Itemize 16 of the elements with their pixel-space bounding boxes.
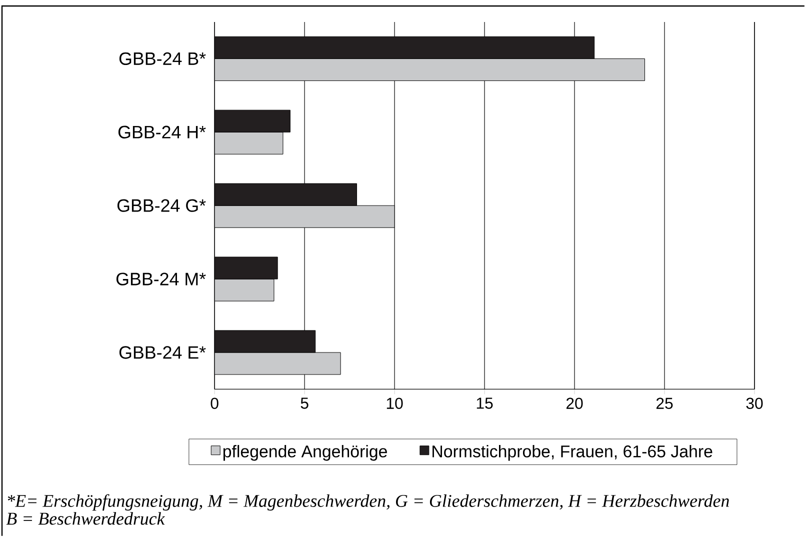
y-tick-label: GBB-24 B* xyxy=(119,52,206,66)
y-tick-label: GBB-24 G* xyxy=(117,199,206,212)
legend-label: pflegende Angehörige xyxy=(223,445,387,461)
x-tick-label: 10 xyxy=(386,398,403,410)
x-tick-label: 25 xyxy=(656,398,673,410)
text: B = Beschwerdedruck xyxy=(6,512,165,526)
x-tick-label: 20 xyxy=(566,398,583,410)
x-tick-label: 15 xyxy=(476,398,493,410)
x-tick-label: 30 xyxy=(746,398,763,410)
y-tick-label: GBB-24 E* xyxy=(119,346,206,360)
y-tick-label: GBB-24 H* xyxy=(118,126,206,139)
x-tick-label: 0 xyxy=(210,398,218,410)
x-tick-label: 5 xyxy=(300,398,308,410)
legend-label: Normstichprobe, Frauen, 61-65 Jahre xyxy=(432,445,712,461)
text: *E= Erschöpfungsneigung, M = Magenbeschwerden, G = Gliederschmerzen, H = Herzbeschwerden xyxy=(8,494,729,511)
y-tick-label: GBB-24 M* xyxy=(116,272,206,286)
